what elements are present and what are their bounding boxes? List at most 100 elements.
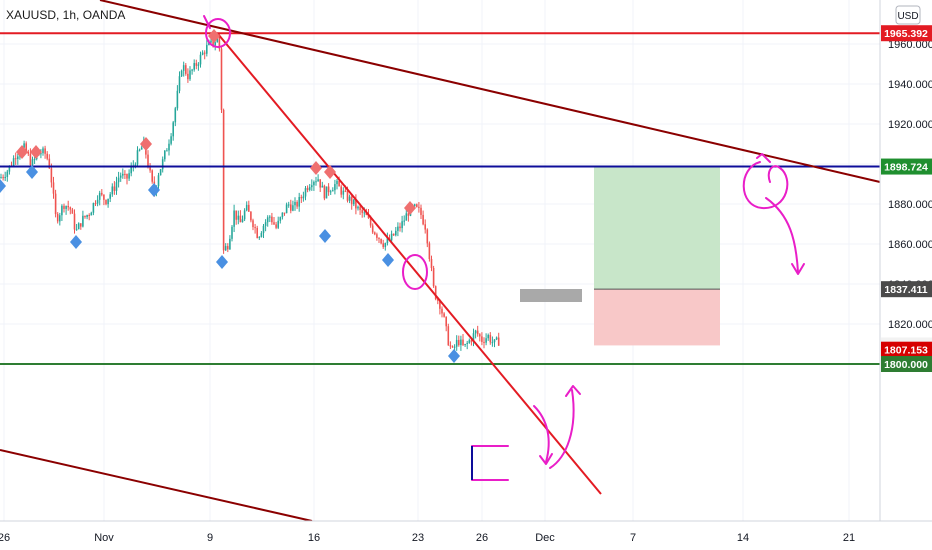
candle-body bbox=[172, 122, 174, 137]
candle-body bbox=[321, 185, 324, 188]
time-tick-label: Nov bbox=[94, 532, 114, 544]
candle-body bbox=[86, 215, 88, 218]
candle-body bbox=[222, 109, 225, 251]
candle-body bbox=[306, 188, 309, 190]
currency-label: USD bbox=[897, 11, 918, 22]
candle-body bbox=[73, 213, 76, 230]
candle-body bbox=[203, 52, 206, 54]
candle-body bbox=[445, 316, 447, 327]
time-axis[interactable] bbox=[0, 521, 932, 550]
candle-body bbox=[201, 52, 204, 55]
candle-body bbox=[285, 204, 288, 214]
candle-body bbox=[231, 226, 233, 239]
candle-body bbox=[4, 177, 6, 179]
fall-arrow-head bbox=[791, 263, 805, 275]
candle-body bbox=[56, 214, 59, 222]
trade-zones bbox=[520, 166, 720, 346]
price-axis[interactable] bbox=[880, 0, 932, 521]
time-tick-label: 23 bbox=[412, 532, 424, 544]
candle-body bbox=[281, 212, 284, 218]
candle-body bbox=[353, 199, 355, 205]
candle-body bbox=[193, 63, 195, 70]
candle-body bbox=[455, 339, 458, 347]
candle-body bbox=[189, 70, 191, 80]
candle-body bbox=[12, 158, 15, 166]
time-tick-label: 9 bbox=[207, 532, 213, 544]
candle-body bbox=[258, 236, 261, 238]
candle-body bbox=[185, 65, 187, 74]
candle-body bbox=[113, 186, 116, 191]
candle-body bbox=[98, 192, 101, 200]
candle-body bbox=[386, 238, 389, 244]
candle-body bbox=[88, 215, 90, 217]
candle-body bbox=[313, 181, 315, 186]
candle-body bbox=[369, 218, 372, 226]
candle-body bbox=[25, 143, 27, 152]
candle-body bbox=[44, 148, 46, 154]
candle-body bbox=[191, 69, 193, 71]
candle-body bbox=[75, 229, 78, 231]
sell-signal bbox=[140, 137, 152, 151]
time-tick-label: 26 bbox=[476, 532, 488, 544]
buy-signal bbox=[319, 229, 331, 243]
candle-body bbox=[40, 153, 42, 155]
price-badge-label: 1807.153 bbox=[884, 345, 928, 357]
candle-body bbox=[407, 213, 410, 216]
peak-circle bbox=[205, 18, 231, 48]
price-badge-label: 1965.392 bbox=[884, 28, 928, 40]
candle-body bbox=[451, 346, 454, 348]
candle-body bbox=[216, 37, 219, 43]
candle-body bbox=[481, 336, 483, 342]
candle-body bbox=[264, 222, 267, 226]
candle-body bbox=[464, 343, 466, 345]
candle-body bbox=[136, 150, 139, 165]
hand-annotations[interactable] bbox=[203, 15, 805, 481]
candle-body bbox=[392, 233, 395, 236]
candle-body bbox=[273, 222, 275, 225]
candle-body bbox=[248, 204, 250, 212]
price-badge bbox=[881, 341, 932, 358]
candle-body bbox=[252, 220, 254, 228]
candle-body bbox=[399, 226, 401, 229]
candle-body bbox=[302, 196, 305, 199]
fall-arrow bbox=[765, 197, 799, 273]
candle-body bbox=[84, 215, 86, 218]
candle-body bbox=[472, 333, 475, 342]
candle-body bbox=[170, 136, 172, 144]
candle-body bbox=[0, 177, 2, 179]
candle-body bbox=[344, 190, 347, 192]
candle-body bbox=[33, 159, 36, 161]
candle-body bbox=[323, 185, 326, 199]
sell-signal bbox=[16, 145, 28, 159]
candle-body bbox=[245, 204, 248, 211]
price-badge-label: 1898.724 bbox=[884, 162, 928, 174]
sell-signal bbox=[310, 161, 322, 175]
candle-body bbox=[227, 246, 229, 250]
candle-body bbox=[355, 199, 357, 209]
candle-body bbox=[462, 339, 464, 345]
candle-body bbox=[420, 207, 422, 215]
candle-body bbox=[317, 179, 319, 182]
time-axis-ticks: 26 Nov 9 16 23 26 Dec 7 14 21 bbox=[0, 532, 855, 544]
candle-body bbox=[350, 196, 353, 205]
candle-body bbox=[256, 227, 258, 238]
symbol-title: XAUUSD, 1h, OANDA bbox=[6, 8, 125, 22]
candle-body bbox=[403, 220, 405, 222]
candle-body bbox=[308, 187, 311, 190]
candle-body bbox=[233, 210, 235, 227]
currency-button[interactable]: USD bbox=[895, 5, 921, 25]
buy-signal bbox=[70, 235, 82, 249]
price-tick-label: 1860.000 bbox=[888, 239, 932, 251]
candle-body bbox=[166, 150, 168, 152]
candle-body bbox=[453, 346, 456, 348]
buy-signal bbox=[148, 183, 160, 197]
candle-body bbox=[48, 158, 51, 169]
candle-body bbox=[109, 194, 111, 199]
candle-body bbox=[140, 147, 143, 150]
horizontal-levels[interactable] bbox=[0, 32, 880, 365]
candle-body bbox=[254, 227, 256, 229]
candle-body bbox=[195, 63, 198, 66]
candle-body bbox=[96, 199, 99, 204]
